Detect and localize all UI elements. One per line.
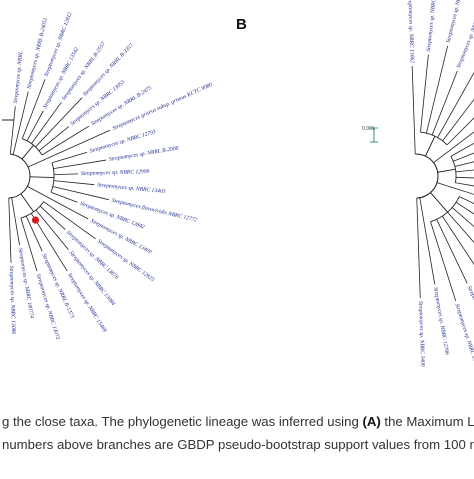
tree-b-leaf-label: Streptomyces sp. NBRC 12741 xyxy=(426,0,439,52)
tree-b-leaf-label: Streptomyces sp. NBRC 12860 xyxy=(446,0,468,44)
tree-b-branch xyxy=(425,45,449,134)
tree-a-branch xyxy=(41,125,90,156)
tree-b-branch xyxy=(450,142,474,157)
tree-a-branch xyxy=(25,215,43,252)
tree-b-branch xyxy=(453,152,474,162)
tree-a-leaf-label: Streptomyces griseus subsp. griseus KCTC… xyxy=(112,82,214,132)
tree-b-branch xyxy=(416,197,421,298)
panel-b-label: B xyxy=(236,16,247,33)
tree-a-leaf-label: Streptomyces sp. NBRC 12825 xyxy=(96,238,155,283)
tree-a-branch xyxy=(53,159,107,170)
tree-b-root-arc xyxy=(415,153,439,199)
tree-a-branch xyxy=(20,217,38,272)
tree-a-leaf-label: Streptomyces sp. NRRL B-24051 xyxy=(26,17,49,90)
tree-a-leaf-label: Streptomyces sp. NBRC 12999 xyxy=(81,169,150,177)
tree-b-clade-arc-1 xyxy=(450,156,457,183)
tree-a-branch xyxy=(38,126,70,152)
tree-a-clade-stem-2 xyxy=(20,193,35,213)
tree-b-branch xyxy=(437,71,474,138)
tree-a-branch xyxy=(31,102,62,144)
tree-a-leaf-label: Streptomyces sp. NBRC 13403 xyxy=(97,182,166,195)
tree-a-branch xyxy=(12,91,29,155)
tree-a-clade-arc-1 xyxy=(50,162,55,193)
tree-b-branch xyxy=(455,169,474,173)
caption-line-1: g the close taxa. The phylogenetic linea… xyxy=(2,414,474,429)
tree-b-branch xyxy=(447,211,474,244)
tree-a-branch xyxy=(26,110,44,142)
tree-b-scale-label: 0.001 xyxy=(362,126,375,132)
tree-b-leaf-label: Streptomyces sp. NBRC 3409 xyxy=(417,301,425,367)
highlighted-strain-marker xyxy=(31,216,40,224)
tree-b-branch xyxy=(436,182,474,195)
tree-b-branch xyxy=(436,219,468,284)
tree-a-leaf-label: Streptomyces sp. NBRC 13086 xyxy=(8,266,16,335)
tree-b-leaf-label: Streptomyces sp. NBRC 12786 xyxy=(432,287,450,356)
tree-b-branch xyxy=(459,196,474,204)
tree-a-branch xyxy=(35,97,83,148)
tree-a-branch xyxy=(43,201,96,240)
tree-b-branch xyxy=(420,54,429,133)
tree-b-branch xyxy=(411,66,416,155)
tree-a-branch xyxy=(9,106,16,155)
tree-a-leaf-label: Streptomyces sp. NBRC 100774 xyxy=(17,248,35,319)
tree-a-branch xyxy=(50,191,78,203)
tree-a-leaf-label: Streptomyces sp. NBRC 15469 xyxy=(66,272,107,333)
tree-b-branch xyxy=(442,215,474,266)
tree-a-leaf-label: Streptomyces sp. NRRL xyxy=(13,51,24,104)
tree-b-branch xyxy=(431,70,458,136)
tree-a-branch xyxy=(8,197,12,263)
tree-b-branch xyxy=(454,161,474,167)
tree-a-branch xyxy=(21,79,46,139)
tree-b-clade-stem-2 xyxy=(430,192,448,213)
tree-a-branch xyxy=(39,205,66,230)
tree-b-clade-stem-1 xyxy=(437,168,456,173)
tree-a-root-arc xyxy=(8,153,31,199)
caption-line-1-end: the Maximum Likelih xyxy=(384,414,474,429)
tree-b-branch xyxy=(419,197,436,285)
tree-a-branch xyxy=(11,197,20,246)
tree-a-leaf-label: Streptomyces sp. NRRL B-3357 xyxy=(82,42,135,97)
caption-panel-a-ref: (A) xyxy=(362,414,381,429)
tree-b-branch xyxy=(430,221,457,301)
tree-b-leaf-label: Streptomyces sp. NBRC 13062 xyxy=(406,0,414,63)
tree-b-branch xyxy=(446,117,474,146)
caption-line-2: numbers above branches are GBDP pseudo-b… xyxy=(2,437,474,452)
tree-a-branch xyxy=(27,129,111,168)
caption-line-1-start: g the close taxa. The phylogenetic linea… xyxy=(2,414,363,429)
tree-b-clade-stem-0 xyxy=(425,136,436,157)
tree-b-branch xyxy=(455,176,474,179)
tree-a-branch xyxy=(51,151,88,164)
tree-b-branch xyxy=(433,131,474,164)
tree-b-branch xyxy=(442,98,474,142)
tree-b-branch xyxy=(451,207,474,228)
tree-b-leaf-label: Streptomyces sp. NBRC 13448 xyxy=(454,303,474,370)
tree-a-clade-stem-1 xyxy=(29,176,54,179)
tree-b-branch xyxy=(455,201,474,215)
tree-a-leaf-label: Streptomyces sp. NRRL B-2000 xyxy=(109,146,179,163)
tree-a-clade-stem-0 xyxy=(21,144,34,160)
tree-a-branch xyxy=(27,186,89,220)
tree-a-branch xyxy=(35,209,69,250)
tree-a-branch xyxy=(53,173,78,176)
tree-b-branch xyxy=(455,182,474,187)
tree-a-branch xyxy=(53,180,95,186)
tree-a-branch xyxy=(52,186,109,201)
